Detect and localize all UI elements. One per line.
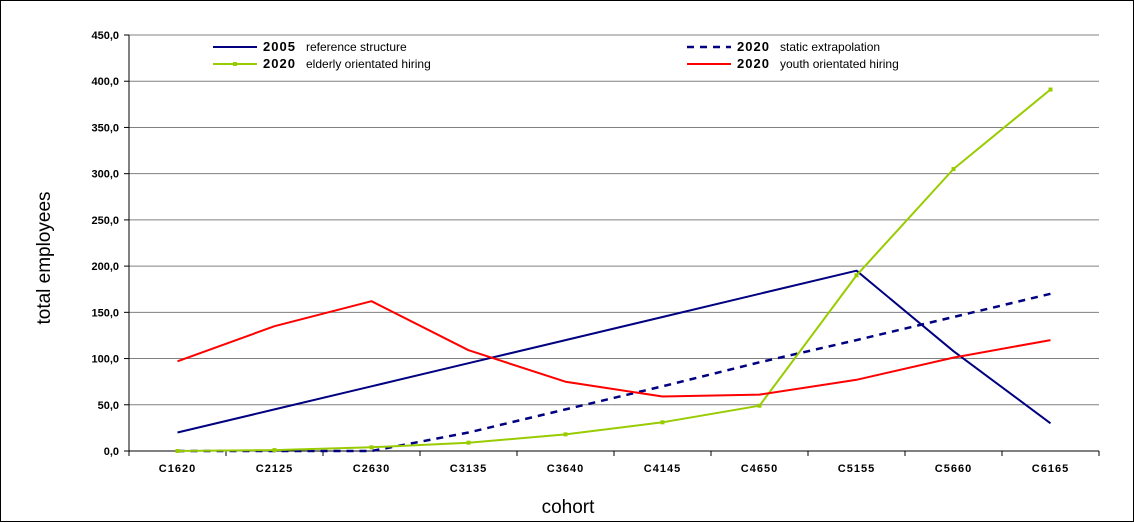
data-point-elderly2020 bbox=[466, 440, 471, 445]
data-point-elderly2020 bbox=[660, 420, 665, 425]
x-tick-label: C1620 bbox=[159, 463, 196, 475]
series-line-static2020 bbox=[177, 292, 1051, 453]
y-tick-label: 350,0 bbox=[91, 122, 119, 134]
legend-year-ref2005: 2005 bbox=[263, 39, 296, 54]
legend-label-youth2020: youth orientated hiring bbox=[780, 57, 899, 71]
x-tick-label: C5155 bbox=[838, 463, 875, 475]
legend-label-elderly2020: elderly orientated hiring bbox=[306, 57, 431, 71]
data-point-elderly2020 bbox=[563, 432, 568, 437]
series-line-ref2005 bbox=[177, 269, 1052, 434]
x-tick-label: C6165 bbox=[1032, 463, 1069, 475]
x-tick-label: C2125 bbox=[256, 463, 293, 475]
x-tick-label: C5660 bbox=[935, 463, 972, 475]
legend-label-static2020: static extrapolation bbox=[780, 40, 880, 54]
legend-year-static2020: 2020 bbox=[737, 39, 770, 54]
series-line-youth2020 bbox=[177, 300, 1051, 398]
y-tick-label: 150,0 bbox=[91, 307, 119, 319]
y-tick-label: 50,0 bbox=[98, 400, 119, 412]
legend-label-ref2005: reference structure bbox=[306, 40, 407, 54]
y-tick-label: 450,0 bbox=[91, 30, 119, 42]
data-point-elderly2020 bbox=[757, 403, 762, 408]
x-axis-title: cohort bbox=[542, 497, 596, 518]
data-point-elderly2020 bbox=[854, 273, 859, 278]
data-point-elderly2020 bbox=[1048, 87, 1053, 92]
y-tick-label: 0,0 bbox=[104, 446, 119, 458]
x-tick-label: C2630 bbox=[353, 463, 390, 475]
axes bbox=[124, 34, 1100, 456]
data-point-elderly2020 bbox=[369, 445, 374, 450]
data-point-elderly2020 bbox=[175, 449, 180, 453]
legend-year-youth2020: 2020 bbox=[737, 56, 770, 71]
gridlines bbox=[129, 34, 1099, 406]
y-tick-label: 400,0 bbox=[91, 76, 119, 88]
x-tick-label: C3135 bbox=[450, 463, 487, 475]
x-tick-label: C4650 bbox=[741, 463, 778, 475]
series-lines bbox=[175, 87, 1053, 453]
y-tick-labels: 0,0 50,0 100,0 150,0 200,0 250,0 300,0 350,0 400… bbox=[91, 30, 119, 458]
series-line-elderly2020 bbox=[177, 88, 1052, 452]
y-tick-label: 250,0 bbox=[91, 215, 119, 227]
x-tick-labels: C1620 C2125 C2630 C3135 C3640 C4145 C4650 C5155… bbox=[159, 463, 1069, 475]
x-tick-label: C4145 bbox=[644, 463, 681, 475]
y-tick-label: 300,0 bbox=[91, 169, 119, 181]
y-axis-title: total employees bbox=[34, 191, 55, 324]
legend: 2005 reference structure 2020 static extrap… bbox=[213, 39, 899, 71]
y-tick-label: 200,0 bbox=[91, 261, 119, 273]
legend-marker-elderly2020 bbox=[233, 62, 237, 66]
data-point-elderly2020 bbox=[951, 167, 956, 172]
x-tick-label: C3640 bbox=[547, 463, 584, 475]
y-tick-label: 100,0 bbox=[91, 354, 119, 366]
data-point-elderly2020 bbox=[272, 448, 277, 453]
legend-year-elderly2020: 2020 bbox=[263, 56, 296, 71]
